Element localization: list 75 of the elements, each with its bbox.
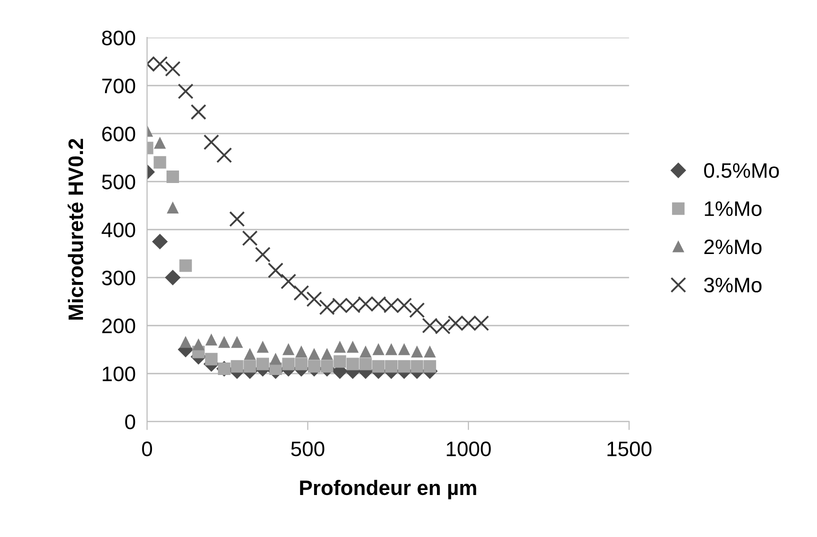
x-tick-label: 1000: [446, 442, 491, 456]
point: [347, 342, 358, 353]
point: [167, 202, 178, 214]
point: [280, 274, 296, 290]
point: [270, 354, 282, 365]
point: [398, 360, 410, 373]
y-tick-label: 400: [102, 222, 136, 238]
point: [409, 302, 425, 318]
point: [190, 104, 206, 120]
point: [216, 147, 232, 164]
point: [372, 344, 384, 356]
point: [321, 348, 333, 360]
legend-label: 1%Mo: [704, 201, 762, 216]
point: [411, 346, 423, 358]
point: [359, 358, 372, 370]
point: [242, 230, 258, 246]
point: [244, 348, 256, 360]
point: [268, 262, 284, 278]
point: [346, 358, 359, 370]
point: [360, 346, 372, 358]
point: [257, 342, 268, 353]
point: [230, 360, 244, 373]
y-tick-label: 600: [102, 126, 136, 142]
x-tick-label: 0: [142, 442, 152, 456]
point: [231, 336, 243, 348]
point: [206, 334, 217, 346]
point: [293, 285, 310, 301]
x-axis-title: Profondeur en µm: [300, 480, 476, 500]
point: [154, 156, 166, 169]
point: [306, 291, 322, 308]
point: [203, 134, 220, 150]
y-tick-label: 700: [102, 78, 136, 94]
point: [178, 83, 194, 100]
point: [218, 336, 230, 348]
y-tick-label: 800: [102, 30, 136, 46]
point: [334, 342, 346, 353]
point: [410, 360, 424, 373]
y-tick-label: 100: [102, 366, 136, 382]
point: [424, 346, 436, 358]
point: [166, 170, 180, 184]
point: [256, 358, 269, 370]
point: [334, 355, 346, 368]
y-tick-label: 200: [102, 318, 136, 334]
point: [320, 360, 334, 373]
point: [385, 360, 398, 373]
y-tick-label: 300: [102, 270, 136, 286]
point: [296, 346, 307, 358]
point: [282, 358, 295, 370]
point: [165, 270, 180, 286]
point: [179, 259, 192, 272]
legend-label: 0.5%Mo: [704, 163, 779, 178]
y-tick-label: 0: [125, 414, 136, 430]
point: [372, 360, 385, 373]
legend-label: 2%Mo: [704, 239, 762, 254]
point: [282, 344, 294, 356]
point: [424, 360, 436, 373]
point: [398, 344, 410, 356]
point: [254, 246, 271, 262]
x-tick-label: 1500: [608, 442, 652, 456]
point: [205, 352, 218, 366]
legend-label: 3%Mo: [704, 278, 762, 292]
x-tick-label: 500: [291, 442, 324, 456]
point: [295, 358, 308, 370]
point: [180, 336, 192, 348]
point: [229, 211, 245, 227]
point: [192, 339, 204, 350]
point: [386, 344, 397, 356]
point: [164, 60, 181, 77]
y-tick-label: 500: [102, 174, 136, 190]
point: [154, 138, 166, 149]
y-axis-title: Microdureté HV0.2: [68, 138, 84, 320]
point: [152, 234, 168, 250]
point: [244, 360, 256, 373]
point: [308, 360, 320, 373]
point: [308, 348, 320, 360]
